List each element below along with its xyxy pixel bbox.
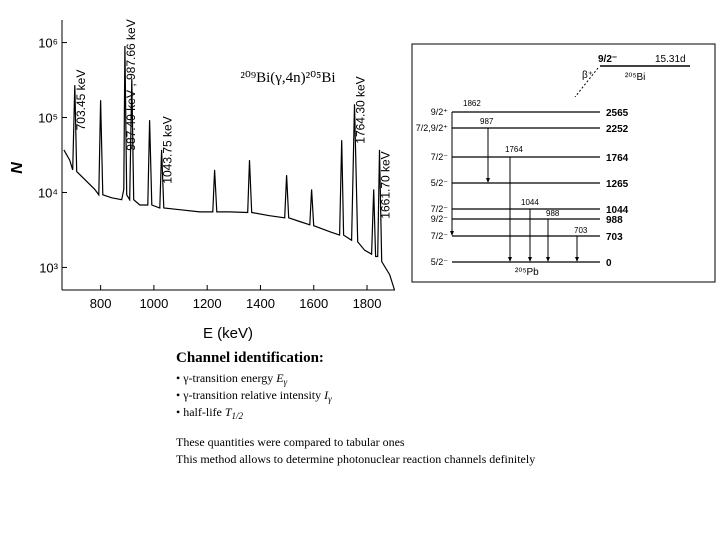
arrow-head (486, 178, 490, 183)
arrow-head (528, 257, 532, 262)
peak-annotation: 703.45 keV (74, 70, 88, 131)
half-life: 15.31d (655, 54, 686, 65)
transition-energy: 1044 (521, 198, 539, 207)
x-tick-label: 1400 (246, 296, 275, 311)
level-energy: 2565 (606, 108, 629, 119)
text-line: This method allows to determine photonuc… (176, 452, 535, 466)
bullet-text: • γ-transition relative intensity (176, 388, 324, 402)
text-line: These quantities were compared to tabula… (176, 435, 405, 449)
level-energy: 1044 (606, 205, 629, 216)
x-axis-label: E (keV) (203, 325, 253, 342)
level-energy: 0 (606, 258, 612, 269)
x-tick-label: 1000 (139, 296, 168, 311)
y-tick-label: 10⁶ (38, 36, 58, 51)
level-spin: 7/2⁻ (431, 152, 449, 162)
arrow-head (508, 257, 512, 262)
arrow-head (546, 257, 550, 262)
y-tick-label: 10⁴ (38, 185, 58, 200)
bullet-subscript: γ (284, 377, 288, 387)
bullet: • γ-transition energy Eγ (176, 371, 288, 387)
level-energy: 1265 (606, 179, 629, 190)
level-energy: 2252 (606, 124, 629, 135)
x-tick-label: 800 (90, 296, 112, 311)
x-tick-label: 1200 (193, 296, 222, 311)
scheme-frame (411, 43, 716, 283)
arrow-head (450, 231, 454, 236)
bullet-text: • half-life (176, 405, 225, 419)
bullet-symbol: I (323, 388, 329, 402)
transition-energy: 988 (546, 209, 560, 218)
daughter-nucleus: ²⁰⁵Pb (515, 267, 539, 278)
level-energy: 988 (606, 215, 623, 226)
level-spin: 5/2⁻ (431, 178, 449, 188)
y-tick-label: 10³ (39, 260, 58, 275)
y-tick-label: 10⁵ (38, 111, 58, 126)
peak-annotation: 1661.70 keV (379, 151, 393, 218)
bullet-text: • γ-transition energy (176, 371, 276, 385)
peak-annotation: 987.49 keV , 987.66 keV (124, 19, 138, 150)
text-block: Channel identification: • γ-transition en… (176, 350, 535, 466)
y-axis-label: N (9, 162, 26, 174)
transition-energy: 703 (574, 226, 588, 235)
level-spin: 7/2⁻ (431, 231, 449, 241)
transition-energy: 1764 (505, 145, 523, 154)
bullet: • γ-transition relative intensity Iγ (176, 388, 332, 404)
level-spin: 5/2⁻ (431, 257, 449, 267)
bullet-symbol: T (225, 405, 233, 419)
x-tick-label: 1800 (353, 296, 382, 311)
transition-energy: 1862 (463, 99, 481, 108)
arrow-head (575, 257, 579, 262)
heading: Channel identification: (176, 350, 324, 366)
bullet-symbol: E (275, 371, 284, 385)
level-spin: 9/2⁻ (431, 214, 449, 224)
level-spin: 9/2⁺ (431, 107, 449, 117)
level-scheme: 9/2⁻ 15.31d ²⁰⁵Bi β⁺ 9/2⁺ 2565 7/2,9/2⁺ 2252 7/2… (411, 43, 716, 283)
peak-annotation: 1043.75 keV (161, 116, 175, 183)
peak-annotation: 1764.30 keV (354, 76, 368, 143)
transition-energy: 987 (480, 117, 494, 126)
level-spin: 7/2⁻ (431, 204, 449, 214)
level-spin: 7/2,9/2⁺ (416, 123, 449, 133)
chart-title: ²⁰⁹Bi(γ,4n)²⁰⁵Bi (240, 70, 335, 86)
spectrum-line (63, 45, 396, 291)
bullet-subscript: γ (328, 394, 332, 404)
decay-mode: β⁺ (582, 70, 593, 81)
bullet-subscript: 1/2 (232, 411, 244, 421)
bullet: • half-life T1/2 (176, 405, 244, 421)
x-tick-label: 1600 (299, 296, 328, 311)
level-energy: 1764 (606, 153, 629, 164)
level-energy: 703 (606, 232, 623, 243)
parent-nucleus: ²⁰⁵Bi (625, 72, 645, 83)
parent-spin: 9/2⁻ (598, 54, 617, 65)
